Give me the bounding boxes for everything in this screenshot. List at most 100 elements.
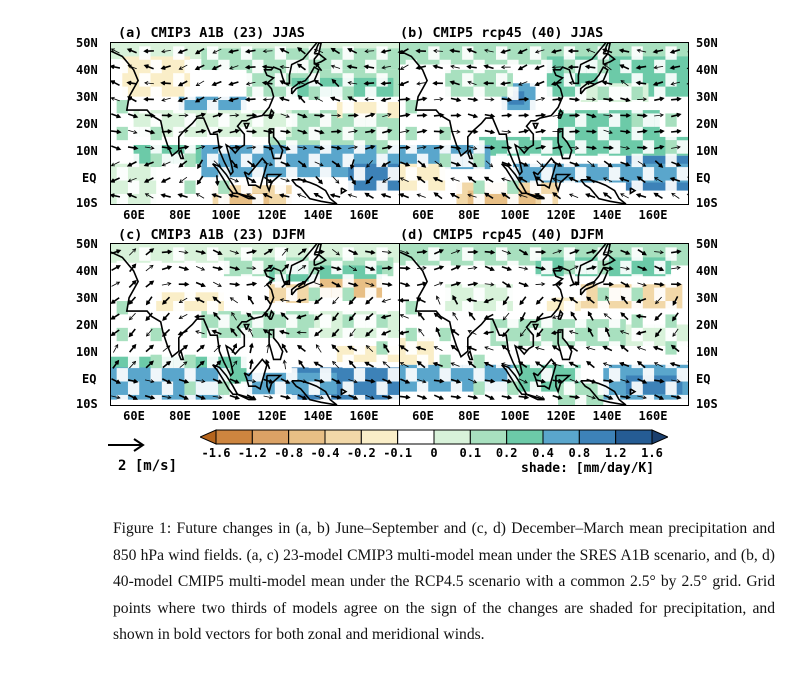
wind-vector [502, 328, 510, 338]
wind-vector [349, 328, 356, 337]
precip-shade [308, 301, 320, 315]
precip-shade [496, 301, 508, 315]
precip-shade [207, 73, 219, 87]
wind-vector [111, 96, 120, 102]
precip-shade [563, 260, 576, 275]
wind-vector [500, 48, 511, 54]
precip-shade [127, 180, 140, 194]
precip-shade [207, 354, 219, 369]
precip-shade [365, 287, 377, 302]
precip-shade [507, 193, 519, 204]
wind-vector [637, 248, 647, 256]
wind-vector [655, 296, 662, 305]
wind-vector [178, 378, 190, 384]
wind-vector [637, 97, 648, 102]
colorbar-swatch [578, 429, 617, 445]
precip-shade [496, 153, 508, 168]
colorbar-tick-label: -1.6 [201, 446, 231, 460]
wind-vector [637, 161, 647, 167]
coastline [532, 122, 540, 130]
wind-vector [145, 296, 153, 306]
wind-vector [313, 361, 324, 368]
wind-vector [111, 193, 121, 198]
wind-vector [313, 79, 324, 87]
wind-vector [211, 329, 222, 335]
wind-vector [586, 97, 597, 102]
precip-shade [139, 327, 151, 342]
wind-vector [620, 97, 631, 103]
wind-vector [111, 145, 122, 151]
wind-vector [281, 247, 289, 256]
precip-shade [173, 100, 185, 114]
wind-vector [363, 81, 375, 86]
wind-vector [365, 394, 375, 400]
wind-vector [144, 145, 155, 150]
wind-vector [212, 96, 222, 102]
wind-vector [518, 249, 529, 256]
precip-shade [665, 381, 677, 395]
wind-vector [501, 378, 513, 384]
wind-vector [161, 395, 172, 400]
wind-vector [568, 330, 579, 335]
precip-shade [608, 394, 621, 405]
wind-vector [144, 129, 156, 135]
wind-vector [416, 265, 427, 271]
precip-shade [319, 287, 332, 302]
wind-vector [400, 330, 410, 336]
wind-vector [450, 394, 462, 400]
wind-vector [194, 64, 205, 71]
wind-vector [603, 378, 614, 384]
precip-shade [507, 140, 519, 154]
precip-shade [473, 260, 485, 275]
wind-vector [552, 249, 563, 254]
precip-shade [529, 381, 542, 395]
wind-vector [194, 297, 205, 304]
precip-shade [665, 341, 677, 355]
wind-vector [161, 328, 171, 337]
wind-vector [212, 266, 224, 271]
wind-vector [518, 378, 528, 384]
coastline [580, 179, 627, 204]
precip-shade [620, 59, 632, 74]
precip-shade [252, 86, 264, 101]
precip-shade [218, 193, 230, 204]
lat-label-left: 10S [76, 196, 98, 210]
precip-shade [240, 381, 253, 395]
precip-shade [450, 153, 463, 168]
wind-vector [264, 295, 272, 305]
wind-vector [297, 113, 308, 119]
wind-vector [620, 161, 631, 167]
wind-vector [534, 346, 545, 351]
wind-vector [382, 177, 391, 183]
wind-vector [501, 192, 511, 200]
precip-shade [541, 260, 553, 275]
wind-vector [400, 265, 411, 271]
wind-vector [348, 249, 359, 255]
wind-vector [111, 80, 120, 87]
wind-vector [382, 265, 393, 271]
precip-shade [184, 314, 196, 328]
lon-label: 140E [303, 409, 333, 423]
wind-vector [518, 394, 530, 400]
wind-vector [229, 65, 239, 70]
precip-shade [462, 327, 474, 342]
wind-vector [483, 330, 494, 336]
wind-vector [416, 145, 427, 150]
wind-vector [671, 379, 681, 384]
precip-shade [462, 73, 474, 87]
wind-vector [400, 282, 411, 288]
precip-shade [608, 167, 621, 181]
precip-shade [150, 341, 162, 355]
precip-shade [416, 153, 429, 168]
wind-vector [416, 128, 428, 134]
wind-vector [229, 128, 241, 134]
precip-shade [376, 354, 388, 369]
precip-shade [308, 354, 320, 369]
wind-vector [111, 265, 121, 272]
wind-vector [144, 113, 156, 118]
coastline [268, 329, 284, 361]
precip-shade [353, 167, 366, 181]
wind-vector [502, 296, 510, 306]
precip-shade [116, 327, 128, 342]
wind-vector [331, 145, 342, 151]
